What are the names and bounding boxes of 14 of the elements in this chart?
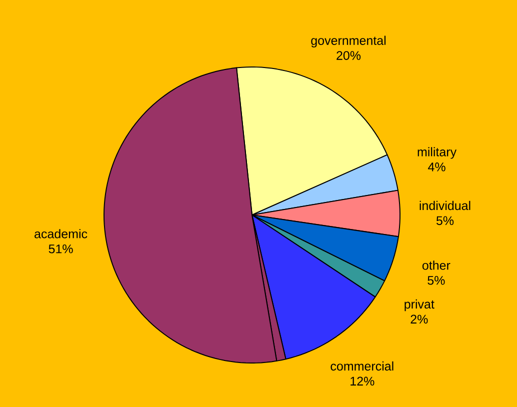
data-label: 5% bbox=[436, 216, 454, 226]
slice-label: military bbox=[418, 147, 457, 159]
slice-label: governmental bbox=[311, 36, 386, 48]
slice-label: other bbox=[422, 260, 450, 270]
data-label: 2% bbox=[410, 314, 428, 324]
data-label: 20% bbox=[336, 51, 361, 60]
slice-label: commercial bbox=[330, 361, 394, 371]
data-label: 4% bbox=[428, 162, 446, 172]
slice-label: academic bbox=[34, 229, 88, 238]
data-label: 12% bbox=[350, 376, 374, 386]
data-label: 5% bbox=[428, 276, 445, 285]
data-label: 51% bbox=[48, 244, 73, 254]
slice-label: privat bbox=[404, 299, 434, 312]
slice-label: individual bbox=[420, 200, 470, 210]
